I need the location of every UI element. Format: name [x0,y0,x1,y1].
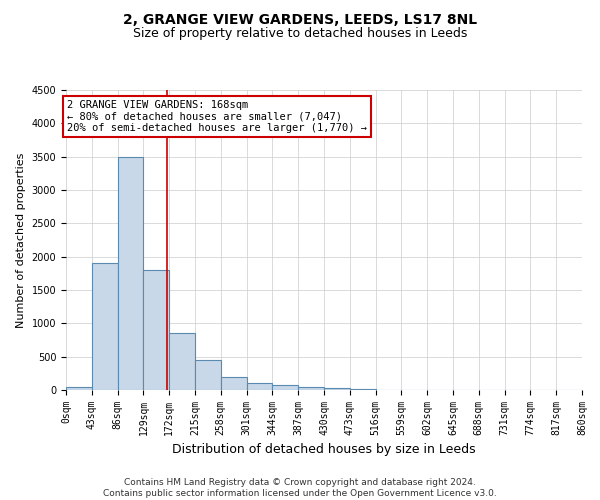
Bar [92,264,118,390]
Bar [298,386,324,390]
X-axis label: Distribution of detached houses by size in Leeds: Distribution of detached houses by size … [172,444,476,456]
Bar [247,384,272,390]
Bar [169,334,195,390]
Bar [324,388,350,390]
Text: Size of property relative to detached houses in Leeds: Size of property relative to detached ho… [133,28,467,40]
Y-axis label: Number of detached properties: Number of detached properties [16,152,26,328]
Bar [272,385,298,390]
Bar [221,376,247,390]
Bar [66,386,92,390]
Bar [118,156,143,390]
Bar [143,270,169,390]
Text: 2, GRANGE VIEW GARDENS, LEEDS, LS17 8NL: 2, GRANGE VIEW GARDENS, LEEDS, LS17 8NL [123,12,477,26]
Text: 2 GRANGE VIEW GARDENS: 168sqm
← 80% of detached houses are smaller (7,047)
20% o: 2 GRANGE VIEW GARDENS: 168sqm ← 80% of d… [67,100,367,133]
Bar [195,360,221,390]
Text: Contains HM Land Registry data © Crown copyright and database right 2024.
Contai: Contains HM Land Registry data © Crown c… [103,478,497,498]
